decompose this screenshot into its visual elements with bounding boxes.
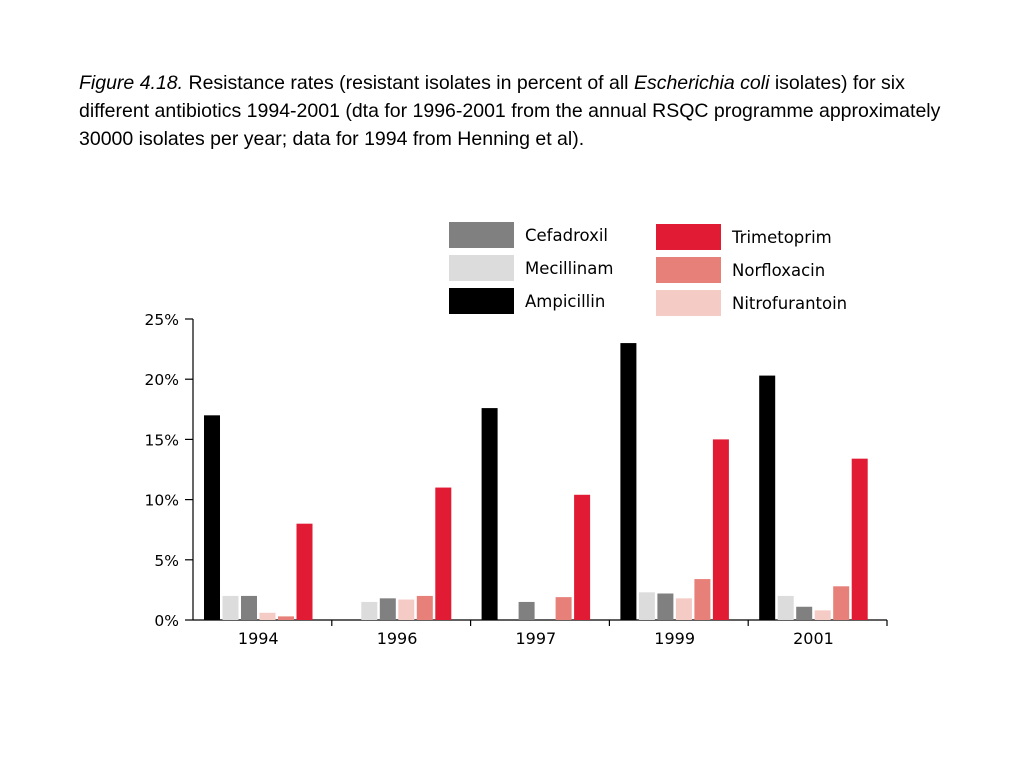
bar-mecillinam-2001 — [777, 595, 794, 620]
bar-nitrofurantoin-2001 — [814, 610, 831, 620]
x-tick-label-1999: 1999 — [654, 629, 695, 648]
legend-item-ampicillin: Ampicillin — [449, 288, 605, 314]
bar-mecillinam-1996 — [361, 601, 378, 620]
organism-name: Escherichia coli — [633, 72, 770, 94]
x-tick-label-1997: 1997 — [515, 629, 556, 648]
legend-swatch-norfloxacin — [656, 257, 721, 283]
bar-mecillinam-1994 — [222, 595, 239, 620]
legend-label-cefadroxil: Cefadroxil — [525, 226, 608, 245]
y-tick-label: 10% — [145, 492, 179, 510]
legend-swatch-mecillinam — [449, 255, 514, 281]
bar-cefadroxil-1996 — [379, 598, 396, 620]
category-group-1994 — [204, 415, 313, 620]
bar-nitrofurantoin-1996 — [398, 599, 415, 620]
legend-item-trimetoprim: Trimetoprim — [656, 224, 832, 250]
bar-nitrofurantoin-1999 — [675, 598, 692, 620]
category-group-1999 — [620, 343, 729, 620]
bar-mecillinam-1999 — [638, 592, 655, 620]
category-group-1996 — [361, 487, 452, 620]
y-axis: 0% 5% 10% 15% 20% 25% — [145, 311, 194, 630]
bar-trimetoprim-2001 — [851, 458, 868, 620]
bar-norfloxacin-1997 — [555, 597, 572, 620]
legend-swatch-ampicillin — [449, 288, 514, 314]
legend-label-norfloxacin: Norfloxacin — [732, 261, 825, 280]
legend-item-norfloxacin: Norfloxacin — [656, 257, 825, 283]
y-tick-label: 0% — [154, 612, 179, 630]
bar-cefadroxil-1997 — [518, 601, 535, 620]
category-group-2001 — [759, 375, 868, 620]
legend-label-mecillinam: Mecillinam — [525, 259, 613, 278]
x-tick-label-1994: 1994 — [238, 629, 279, 648]
bar-cefadroxil-2001 — [796, 606, 813, 620]
bar-norfloxacin-1996 — [416, 595, 433, 620]
legend-item-nitrofurantoin: Nitrofurantoin — [656, 290, 847, 316]
legend-label-nitrofurantoin: Nitrofurantoin — [732, 294, 847, 313]
figure-caption: Figure 4.18. Resistance rates (resistant… — [79, 69, 959, 153]
bar-trimetoprim-1996 — [435, 487, 452, 620]
x-axis: 1994 1996 1997 1999 2001 — [193, 619, 888, 648]
bar-norfloxacin-1994 — [278, 616, 294, 620]
bar-norfloxacin-1999 — [694, 579, 711, 620]
legend-label-ampicillin: Ampicillin — [525, 292, 605, 311]
bar-norfloxacin-2001 — [833, 586, 850, 620]
x-tick-label-1996: 1996 — [377, 629, 418, 648]
y-tick-label: 25% — [145, 311, 179, 329]
x-tick-label-2001: 2001 — [793, 629, 834, 648]
bar-trimetoprim-1997 — [574, 494, 591, 620]
bar-trimetoprim-1994 — [296, 523, 313, 620]
chart-bars — [204, 343, 868, 620]
bar-nitrofurantoin-1994 — [259, 612, 276, 620]
bar-ampicillin-2001 — [759, 375, 776, 620]
figure-label: Figure 4.18. — [79, 72, 184, 94]
bar-ampicillin-1997 — [481, 408, 498, 620]
legend-swatch-cefadroxil — [449, 222, 514, 248]
y-tick-label: 15% — [145, 431, 179, 449]
y-tick-label: 20% — [145, 371, 179, 389]
legend-item-cefadroxil: Cefadroxil — [449, 222, 608, 248]
bar-ampicillin-1999 — [620, 343, 637, 620]
legend-item-mecillinam: Mecillinam — [449, 255, 613, 281]
caption-text-1: Resistance rates (resistant isolates in … — [183, 72, 634, 94]
legend-label-trimetoprim: Trimetoprim — [731, 228, 832, 247]
bar-trimetoprim-1999 — [712, 439, 729, 620]
chart-legend: Cefadroxil Mecillinam Ampicillin Trimetopri… — [449, 222, 847, 316]
bar-ampicillin-1994 — [204, 415, 220, 620]
legend-swatch-nitrofurantoin — [656, 290, 721, 316]
category-group-1997 — [481, 408, 591, 620]
y-tick-label: 5% — [154, 552, 179, 570]
caption-text-2: isolates) for six different antibiotics … — [79, 72, 941, 150]
legend-swatch-trimetoprim — [656, 224, 721, 250]
bar-cefadroxil-1994 — [241, 595, 257, 620]
bar-cefadroxil-1999 — [657, 593, 674, 620]
